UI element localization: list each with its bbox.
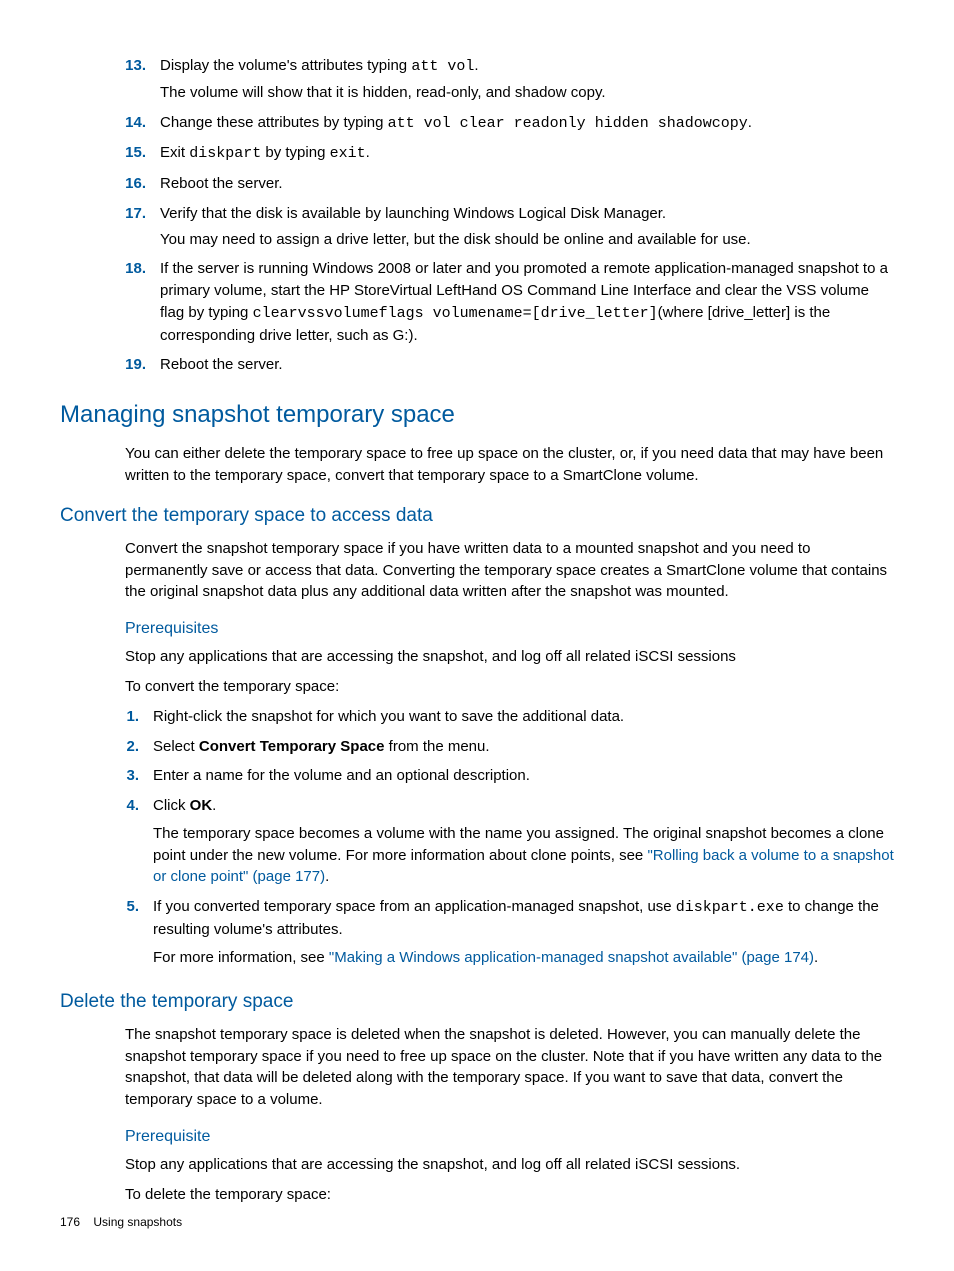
text: You may need to assign a drive letter, b… <box>160 229 894 251</box>
list-num: 16. <box>125 173 160 199</box>
text: from the menu. <box>384 738 489 755</box>
code: diskpart.exe <box>676 899 784 916</box>
text: . <box>366 144 370 161</box>
numbered-list-2: 1. Right-click the snapshot for which yo… <box>60 706 894 973</box>
list-item-4: 4. Click OK. The temporary space becomes… <box>125 795 894 892</box>
list-item-13: 13. Display the volume's attributes typi… <box>125 55 894 108</box>
page-footer: 176 Using snapshots <box>60 1214 182 1231</box>
list-content: Display the volume's attributes typing a… <box>160 55 894 108</box>
text: Select <box>153 738 199 755</box>
list-item-2: 2. Select Convert Temporary Space from t… <box>125 736 894 762</box>
text: . <box>474 57 478 74</box>
list-item-19: 19. Reboot the server. <box>125 354 894 380</box>
list-content: Click OK. The temporary space becomes a … <box>153 795 894 892</box>
text: Click <box>153 797 190 814</box>
text: . <box>212 797 216 814</box>
text: Display the volume's attributes typing <box>160 57 411 74</box>
code: att vol <box>411 58 474 75</box>
text: Enter a name for the volume and an optio… <box>153 765 894 787</box>
list-content: Change these attributes by typing att vo… <box>160 112 894 139</box>
text: Verify that the disk is available by lau… <box>160 203 894 225</box>
list-content: Select Convert Temporary Space from the … <box>153 736 894 762</box>
text: . <box>814 949 818 966</box>
text: . <box>748 114 752 131</box>
heading-delete-temp-space: Delete the temporary space <box>60 988 894 1016</box>
list-num: 5. <box>125 896 153 972</box>
heading-convert-temp-space: Convert the temporary space to access da… <box>60 502 894 530</box>
code: clearvssvolumeflags volumename=[drive_le… <box>253 305 658 322</box>
list-num: 18. <box>125 258 160 350</box>
list-item-17: 17. Verify that the disk is available by… <box>125 203 894 255</box>
list-num: 2. <box>125 736 153 762</box>
list-num: 14. <box>125 112 160 139</box>
paragraph: Convert the snapshot temporary space if … <box>60 538 894 603</box>
paragraph: You can either delete the temporary spac… <box>60 443 894 487</box>
paragraph: To delete the temporary space: <box>60 1184 894 1206</box>
list-item-14: 14. Change these attributes by typing at… <box>125 112 894 139</box>
text: Right-click the snapshot for which you w… <box>153 706 894 728</box>
list-num: 15. <box>125 142 160 169</box>
bold-text: OK <box>190 797 213 814</box>
text: Change these attributes by typing <box>160 114 388 131</box>
list-content: Reboot the server. <box>160 173 894 199</box>
text: Reboot the server. <box>160 354 894 376</box>
page-number: 176 <box>60 1215 80 1229</box>
footer-section: Using snapshots <box>93 1215 182 1229</box>
list-item-16: 16. Reboot the server. <box>125 173 894 199</box>
text: Reboot the server. <box>160 173 894 195</box>
list-content: Enter a name for the volume and an optio… <box>153 765 894 791</box>
heading-prerequisites: Prerequisites <box>60 617 894 640</box>
list-num: 4. <box>125 795 153 892</box>
list-content: Exit diskpart by typing exit. <box>160 142 894 169</box>
list-content: If you converted temporary space from an… <box>153 896 894 972</box>
list-num: 17. <box>125 203 160 255</box>
paragraph: The snapshot temporary space is deleted … <box>60 1024 894 1111</box>
list-item-3: 3. Enter a name for the volume and an op… <box>125 765 894 791</box>
cross-ref-link[interactable]: "Making a Windows application-managed sn… <box>329 949 814 966</box>
bold-text: Convert Temporary Space <box>199 738 385 755</box>
heading-managing-snapshot: Managing snapshot temporary space <box>60 398 894 433</box>
heading-prerequisite: Prerequisite <box>60 1125 894 1148</box>
list-num: 3. <box>125 765 153 791</box>
text: The volume will show that it is hidden, … <box>160 82 894 104</box>
list-item-18: 18. If the server is running Windows 200… <box>125 258 894 350</box>
paragraph: Stop any applications that are accessing… <box>60 1154 894 1176</box>
text: For more information, see <box>153 949 329 966</box>
list-content: Verify that the disk is available by lau… <box>160 203 894 255</box>
list-item-15: 15. Exit diskpart by typing exit. <box>125 142 894 169</box>
paragraph: To convert the temporary space: <box>60 676 894 698</box>
numbered-list-1: 13. Display the volume's attributes typi… <box>60 55 894 380</box>
list-item-1: 1. Right-click the snapshot for which yo… <box>125 706 894 732</box>
code: diskpart <box>189 145 261 162</box>
list-content: Reboot the server. <box>160 354 894 380</box>
list-item-5: 5. If you converted temporary space from… <box>125 896 894 972</box>
code: exit <box>330 145 366 162</box>
paragraph: Stop any applications that are accessing… <box>60 646 894 668</box>
text: If you converted temporary space from an… <box>153 898 676 915</box>
list-num: 1. <box>125 706 153 732</box>
list-content: If the server is running Windows 2008 or… <box>160 258 894 350</box>
list-num: 19. <box>125 354 160 380</box>
text: Exit <box>160 144 189 161</box>
list-content: Right-click the snapshot for which you w… <box>153 706 894 732</box>
code: att vol clear readonly hidden shadowcopy <box>388 115 748 132</box>
text: by typing <box>261 144 329 161</box>
text: . <box>325 868 329 885</box>
list-num: 13. <box>125 55 160 108</box>
